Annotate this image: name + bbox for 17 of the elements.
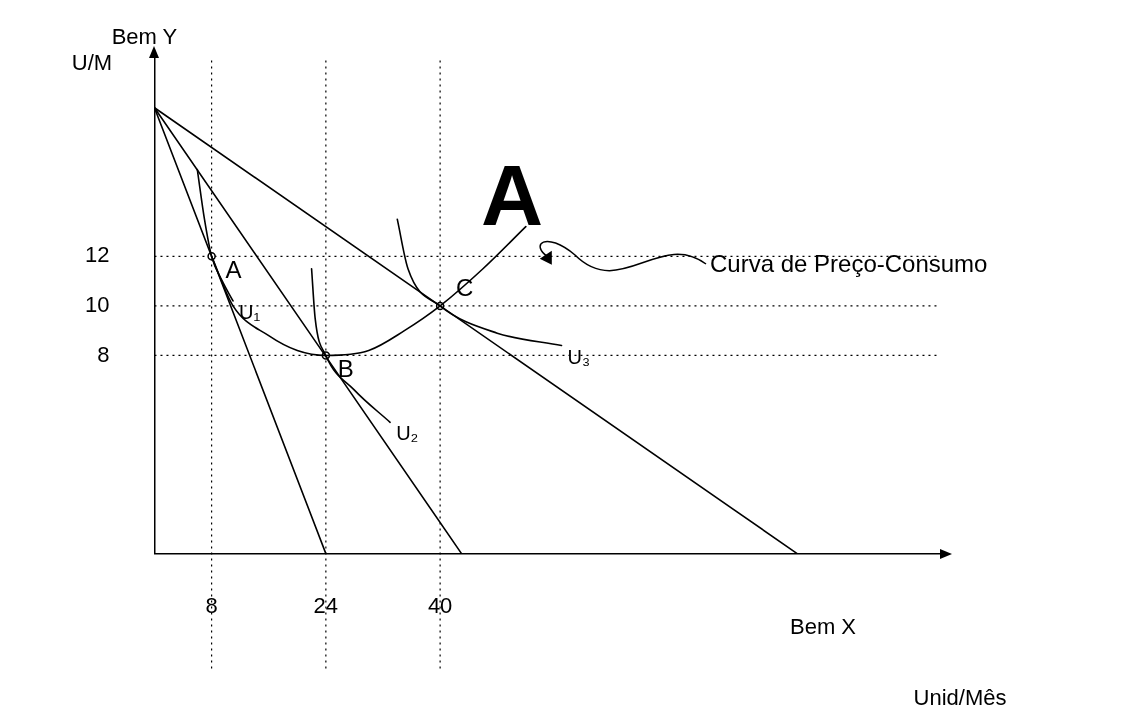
y-tick-label: 10 (84, 291, 110, 317)
x-tick-label: 24 (313, 592, 339, 618)
x-tick-label: 40 (427, 592, 453, 618)
text: U/M (71, 50, 113, 75)
series-label: U₃ (567, 345, 591, 368)
y-tick-label: 8 (97, 341, 110, 367)
annotation: A (480, 147, 544, 243)
text: Curva de Preço-Consumo (710, 250, 988, 277)
y-tick-label: 12 (84, 242, 110, 268)
x-tick-label: 8 (205, 592, 218, 618)
annotation: B (337, 355, 354, 383)
series-label: U₁ (239, 300, 261, 323)
text: Unid/Mês (913, 685, 1007, 710)
series-label: U₂ (396, 422, 419, 445)
annotation: A (225, 256, 242, 284)
y-axis-title: Bem Y (111, 24, 178, 50)
x-axis-title: Bem X (790, 613, 857, 639)
